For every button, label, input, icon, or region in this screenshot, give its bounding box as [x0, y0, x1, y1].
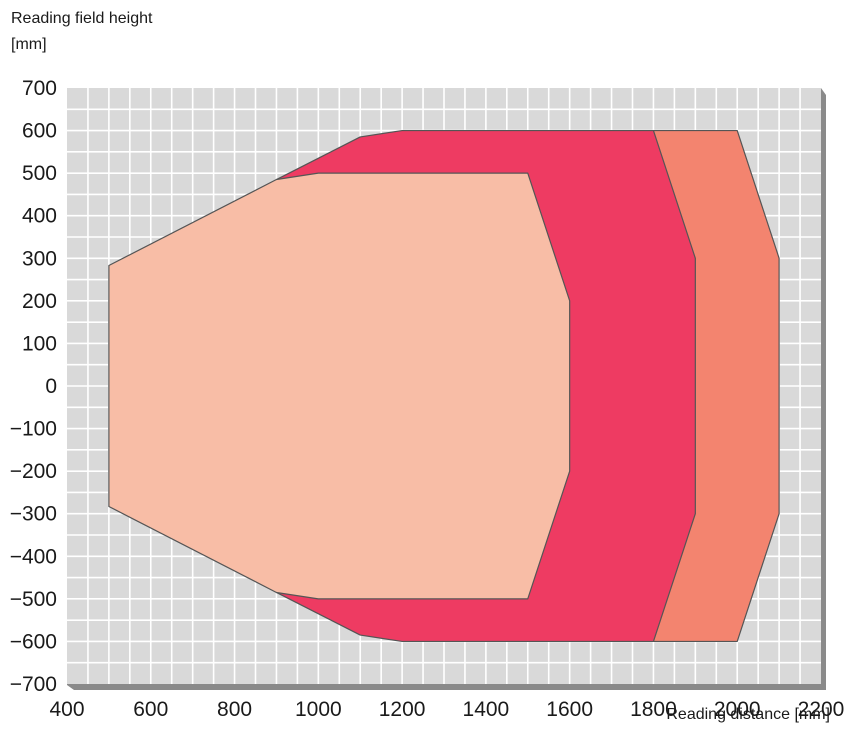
y-tick-label: 200 — [22, 290, 57, 313]
y-tick-label: −700 — [10, 673, 57, 696]
x-tick-labels: 400 600 800 1000 1200 1400 1600 1800 2000 2200 — [49, 698, 844, 721]
y-tick-label: −500 — [10, 588, 57, 611]
y-tick-label: 0 — [45, 375, 57, 398]
y-tick-label: 100 — [22, 332, 57, 355]
y-axis-label-line1: Reading field height — [11, 10, 153, 27]
y-tick-label: 600 — [22, 120, 57, 143]
y-tick-label: −100 — [10, 418, 57, 441]
x-tick-label: 1800 — [630, 698, 677, 721]
y-tick-label: 300 — [22, 247, 57, 270]
x-tick-label: 1400 — [463, 698, 510, 721]
x-tick-label: 2200 — [798, 698, 845, 721]
x-axis-label: Reading distance [mm] — [666, 706, 830, 723]
y-tick-label: −300 — [10, 503, 57, 526]
x-tick-label: 1200 — [379, 698, 426, 721]
field-area-3 — [108, 172, 571, 600]
x-tick-label: 400 — [49, 698, 84, 721]
y-tick-label: −200 — [10, 460, 57, 483]
y-tick-label: −400 — [10, 545, 57, 568]
y-tick-label: 700 — [22, 77, 57, 100]
x-tick-label: 1000 — [295, 698, 342, 721]
y-tick-labels: 700 600 500 400 300 200 100 0 −100 −200 −300 −400 −5… — [10, 77, 57, 696]
y-axis-label-line2: [mm] — [11, 36, 47, 53]
y-tick-label: −600 — [10, 630, 57, 653]
y-tick-label: 500 — [22, 162, 57, 185]
x-tick-label: 2000 — [714, 698, 761, 721]
field-areas — [108, 129, 780, 643]
x-tick-label: 800 — [217, 698, 252, 721]
x-tick-label: 1600 — [546, 698, 593, 721]
y-tick-label: 400 — [22, 205, 57, 228]
x-tick-label: 600 — [133, 698, 168, 721]
y-axis-label: Reading field height [mm] — [11, 6, 152, 58]
